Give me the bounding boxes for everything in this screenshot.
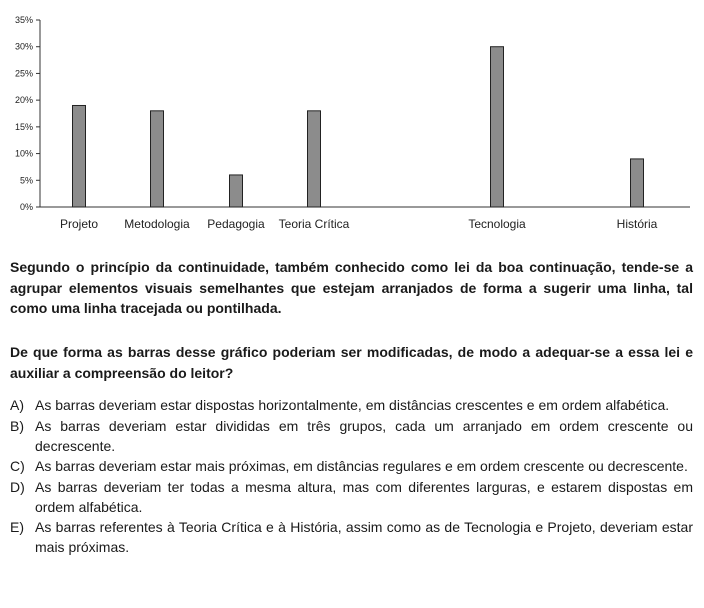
bar-chart: 0% 5% 10% 15% 20% 25% 30% 35% Projeto Metodologi… (15, 15, 690, 231)
bar-projeto (72, 104, 86, 208)
question-text: De que forma as barras desse gráfico pod… (10, 344, 693, 381)
option-text: As barras deveriam estar mais próximas, … (35, 458, 688, 474)
bar-teoria-cr-tica (307, 110, 321, 208)
option-a[interactable]: A) As barras deveriam estar dispostas hor… (10, 395, 693, 415)
bar-pedagogia (229, 174, 243, 208)
y-tick-label: 0% (20, 202, 33, 212)
option-letter: B) (10, 417, 24, 434)
bar-metodologia (150, 110, 164, 208)
option-c[interactable]: C) As barras deveriam estar mais próximas… (10, 456, 693, 476)
x-tick-label: Pedagogia (207, 217, 265, 231)
y-tick-label: 25% (15, 68, 33, 78)
x-tick-label: Teoria Crítica (279, 217, 350, 231)
x-tick-label: Tecnologia (468, 217, 526, 231)
y-tick-label: 30% (15, 42, 33, 52)
x-tick-label: História (617, 217, 658, 231)
option-text: As barras deveriam estar dispostas horiz… (35, 397, 670, 413)
y-tick-label: 35% (15, 15, 33, 25)
answer-options: A) As barras deveriam estar dispostas hor… (10, 395, 693, 558)
option-text: As barras referentes à Teoria Crítica e … (35, 519, 693, 555)
y-tick-label: 20% (15, 95, 33, 105)
y-tick-label: 15% (15, 122, 33, 132)
option-e[interactable]: E) As barras referentes à Teoria Crítica … (10, 517, 693, 557)
option-letter: D) (10, 478, 25, 495)
intro-paragraph: Segundo o princípio da continuidade, tam… (10, 259, 693, 316)
bar-hist-ria (630, 158, 644, 208)
option-text: As barras deveriam estar divididas em tr… (35, 417, 693, 454)
option-letter: A) (10, 397, 24, 413)
x-tick-label: Metodologia (124, 217, 190, 231)
option-d[interactable]: D) As barras deveriam ter todas a mesma a… (10, 477, 693, 517)
bar-tecnologia (490, 46, 504, 208)
option-b[interactable]: B) As barras deveriam estar divididas em … (10, 416, 693, 456)
option-text: As barras deveriam ter todas a mesma alt… (35, 478, 693, 515)
x-tick-label: Projeto (60, 217, 98, 231)
option-letter: C) (10, 458, 25, 474)
y-tick-label: 5% (20, 175, 33, 185)
option-letter: E) (10, 519, 24, 535)
y-tick-label: 10% (15, 149, 33, 159)
